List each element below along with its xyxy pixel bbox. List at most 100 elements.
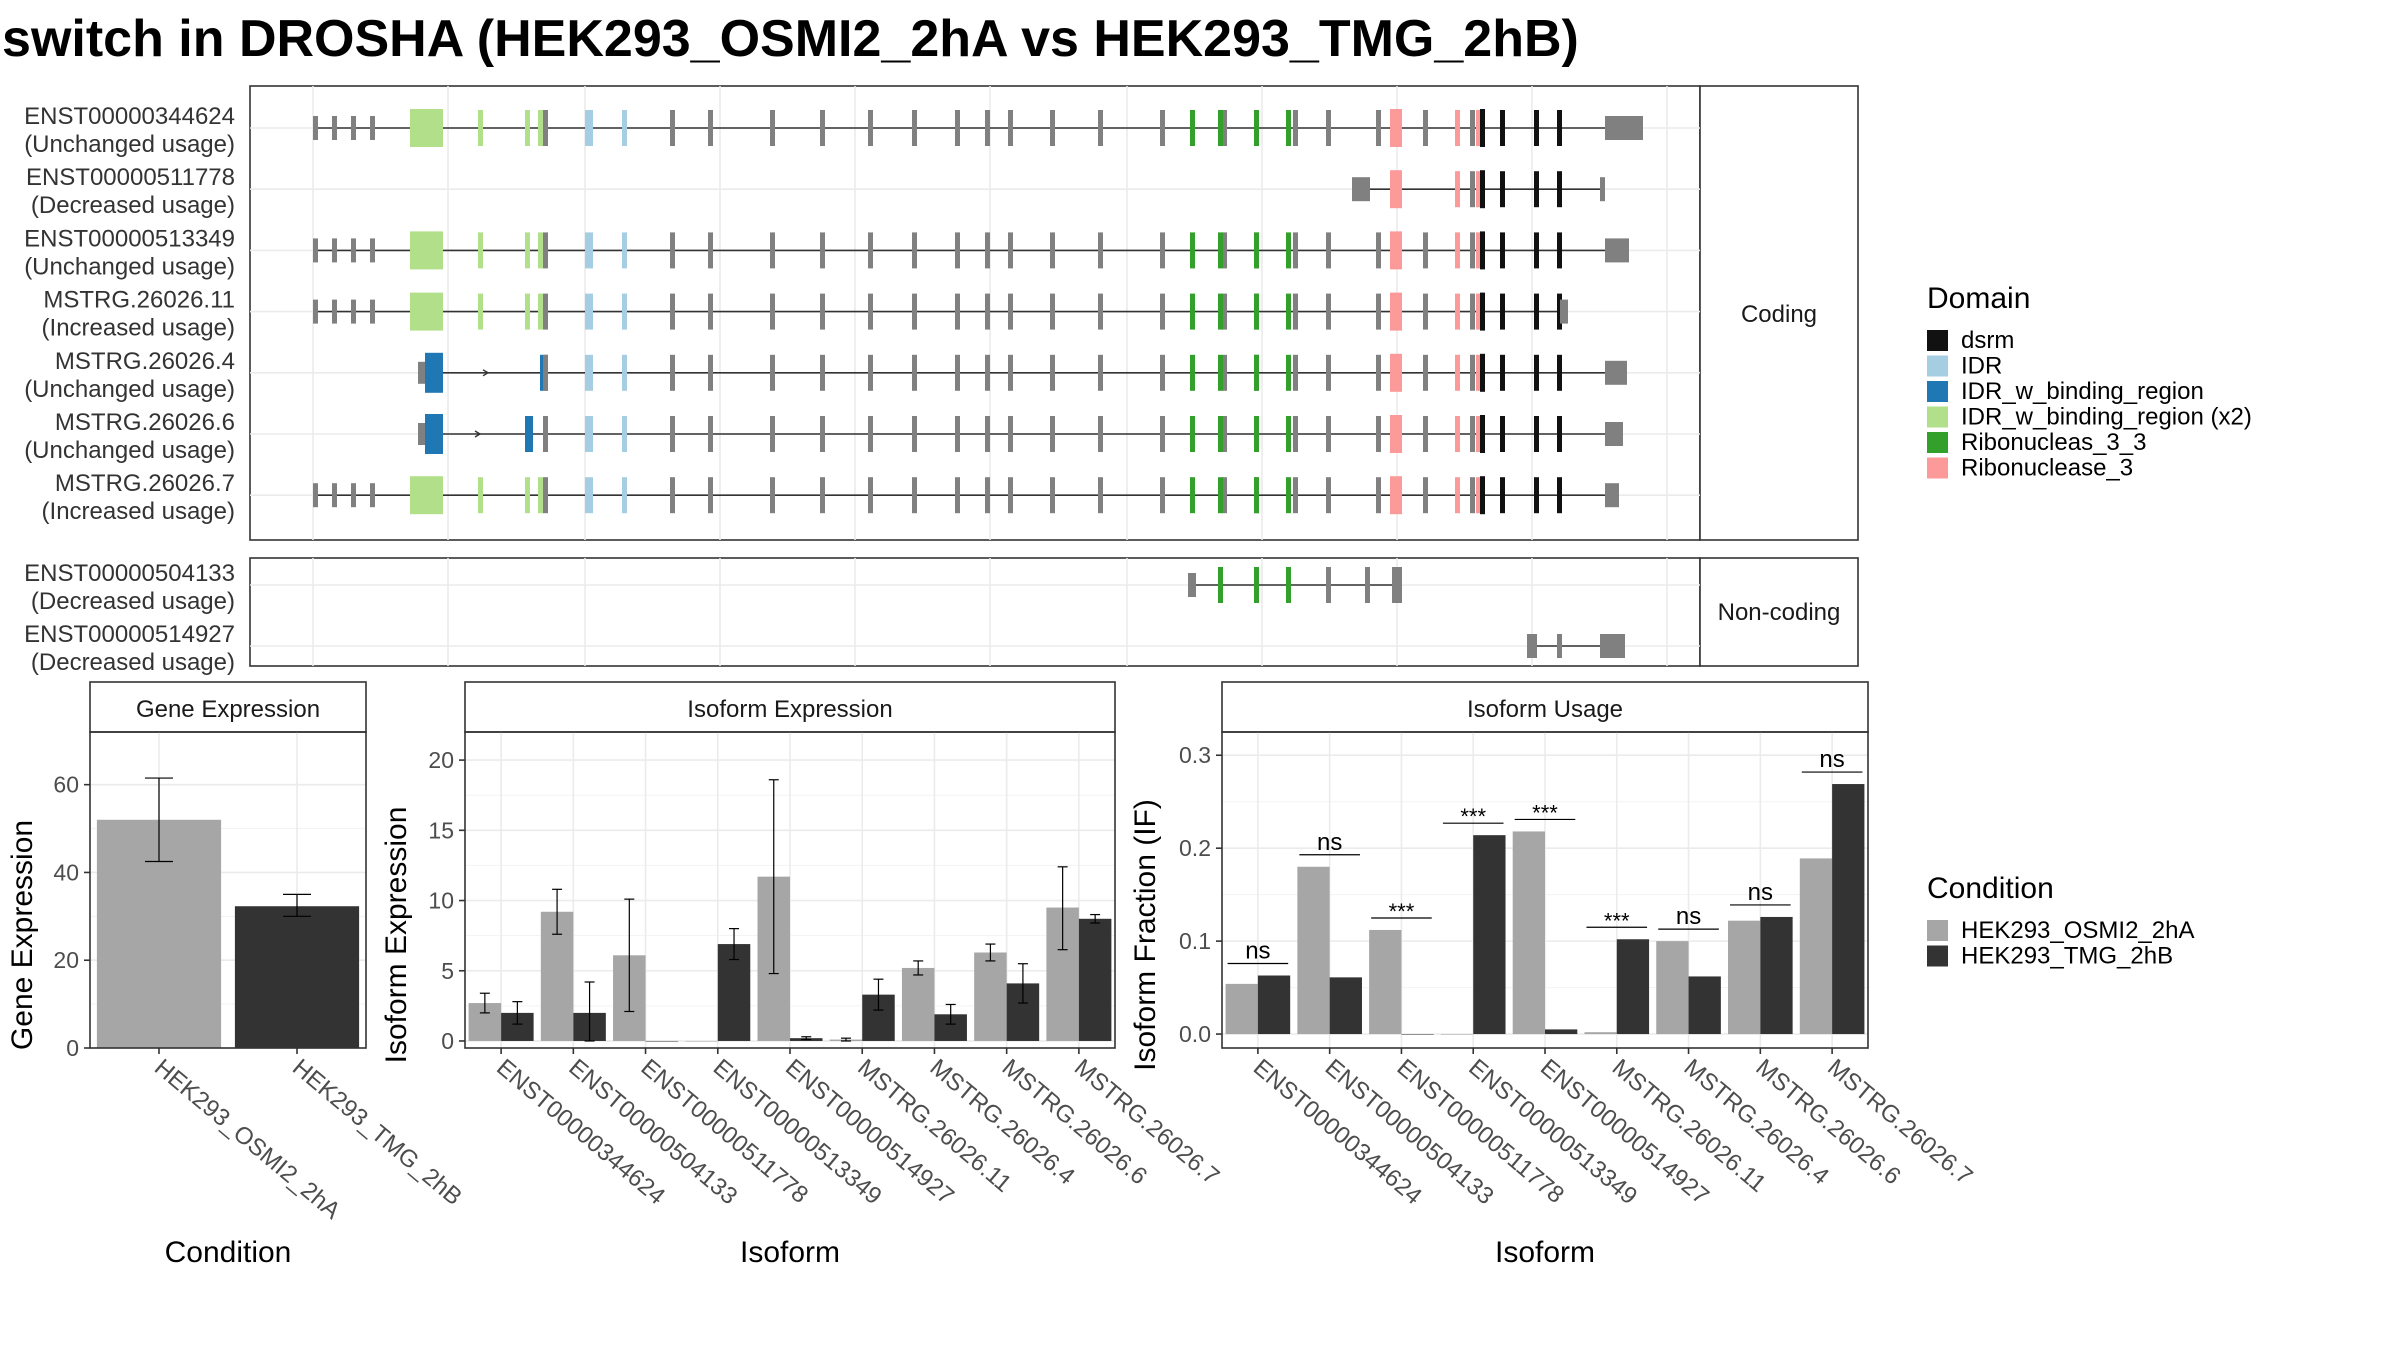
exon (1326, 110, 1331, 146)
exon (1423, 477, 1428, 514)
legend-swatch (1927, 945, 1948, 967)
row-label: MSTRG.26026.6(Unchanged usage) (24, 409, 235, 464)
exon (1423, 110, 1428, 146)
y-tick-label: 40 (53, 859, 79, 885)
significance-label: ns (1819, 746, 1844, 773)
noncoding-strip-label: Non-coding (1718, 599, 1841, 626)
exon (585, 232, 593, 269)
transcript-track (313, 109, 1643, 147)
exon (955, 477, 960, 514)
exon (478, 110, 483, 146)
exon (1050, 477, 1055, 514)
structure-panel-coding: Coding ENST00000344624(Unchanged usage)E… (24, 85, 1859, 541)
exon (622, 477, 627, 514)
exon (1098, 477, 1103, 514)
exon (1534, 232, 1539, 269)
exon (478, 293, 483, 330)
exon (1190, 477, 1195, 514)
exon (1500, 477, 1505, 514)
legend-label: IDR_w_binding_region (x2) (1961, 404, 2252, 431)
exon (313, 299, 318, 324)
legend-swatch (1927, 330, 1948, 351)
exon (1600, 177, 1605, 202)
exon (1254, 232, 1259, 269)
transcript-usage: (Unchanged usage) (24, 131, 235, 158)
exon (1160, 354, 1165, 391)
exon (538, 293, 543, 330)
exon (868, 354, 873, 391)
exon (313, 116, 318, 140)
exon (370, 299, 375, 324)
bar (1297, 866, 1330, 1035)
legend-swatch (1927, 406, 1948, 428)
exon (820, 354, 825, 391)
exon (1218, 232, 1223, 269)
exon (1557, 232, 1562, 269)
bar (1257, 975, 1291, 1035)
exon (708, 416, 713, 452)
transcript-usage: (Unchanged usage) (24, 376, 235, 403)
exon (525, 293, 530, 330)
transcript-track (1527, 634, 1625, 658)
exon (1190, 416, 1195, 452)
legend-swatch (1927, 457, 1948, 479)
row-label: ENST00000504133(Decreased usage) (24, 560, 235, 615)
transcript-usage: (Increased usage) (42, 498, 235, 525)
exon (1455, 110, 1460, 146)
exon (985, 293, 990, 330)
exon (1557, 354, 1562, 391)
exon (1326, 477, 1331, 514)
transcript-id: ENST00000511778 (26, 164, 235, 191)
exon (708, 477, 713, 514)
transcript-track (313, 231, 1629, 270)
exon (1050, 110, 1055, 146)
exon (985, 416, 990, 452)
exon (1190, 293, 1195, 330)
domain-legend-title: Domain (1927, 282, 2030, 315)
exon (1390, 415, 1402, 453)
domain-legend-item: IDR_w_binding_region (1927, 378, 2204, 405)
exon (770, 416, 775, 452)
condition-legend-item: HEK293_TMG_2hB (1927, 943, 2173, 970)
legend-label: dsrm (1961, 327, 2014, 354)
y-tick-label: 20 (428, 747, 454, 773)
exon (1423, 293, 1428, 330)
row-label: MSTRG.26026.4(Unchanged usage) (24, 348, 235, 403)
exon (1218, 477, 1223, 514)
exon (1470, 416, 1475, 452)
exon (1376, 110, 1381, 146)
isoform-expression-xlabel: Isoform (740, 1236, 840, 1269)
exon (670, 232, 675, 269)
row-label: ENST00000344624(Unchanged usage) (24, 103, 235, 158)
exon (332, 483, 337, 508)
row-label: MSTRG.26026.11(Increased usage) (42, 287, 235, 342)
legend-swatch (1927, 355, 1948, 377)
exon (1455, 477, 1460, 514)
transcript-track (313, 476, 1619, 515)
exon (478, 232, 483, 269)
exon (1480, 415, 1485, 453)
exon (820, 232, 825, 269)
exon (1254, 354, 1259, 391)
exon (1222, 354, 1227, 391)
exon (351, 116, 356, 140)
exon (868, 293, 873, 330)
exon (370, 116, 375, 140)
legend-label: HEK293_OSMI2_2hA (1961, 917, 2194, 944)
exon (1190, 354, 1195, 391)
exon (1218, 110, 1223, 146)
gene-expression-xlabel: Condition (165, 1236, 292, 1269)
exon (1222, 232, 1227, 269)
y-tick-label: 0.0 (1179, 1021, 1211, 1047)
coding-strip (1699, 85, 1859, 541)
transcript-id: ENST00000513349 (24, 225, 235, 252)
isoform-usage-strip (1221, 681, 1869, 733)
exon (1557, 110, 1562, 146)
bar (1473, 835, 1506, 1035)
gene-expression-ylabel: Gene Expression (6, 820, 39, 1050)
isoform-expression-chart: Isoform Expression 05101520ENST000003446… (380, 681, 1224, 1269)
exon (478, 477, 483, 514)
exon (1527, 634, 1537, 658)
